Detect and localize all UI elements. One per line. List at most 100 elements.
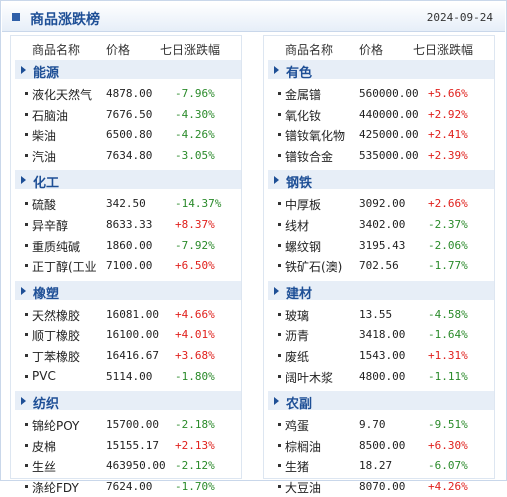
category-header: 有色 [268,60,494,81]
commodity-name[interactable]: 硫酸 [32,198,57,213]
left-column-header: 商品名称 价格 七日涨跌幅 [11,36,241,60]
col-header-name: 商品名称 [32,43,81,57]
board-date: 2024-09-24 [426,11,493,24]
commodity-row[interactable]: 镨钕合金 535000.00 +2.39% [264,145,494,166]
commodity-name[interactable]: 废纸 [285,349,310,364]
commodity-name[interactable]: 阔叶木浆 [285,370,334,385]
commodity-change: -1.11% [428,369,468,383]
commodity-row[interactable]: 天然橡胶 16081.00 +4.66% [11,304,241,325]
bullet-icon [25,484,28,488]
commodity-name[interactable]: 天然橡胶 [32,308,81,323]
commodity-name[interactable]: 异辛醇 [32,218,69,233]
commodity-row[interactable]: 中厚板 3092.00 +2.66% [264,193,494,214]
commodity-name[interactable]: 生丝 [32,460,57,475]
commodity-row[interactable]: 玻璃 13.55 -4.58% [264,304,494,325]
commodity-row[interactable]: 螺纹钢 3195.43 -2.06% [264,235,494,256]
category-label: 橡塑 [33,286,60,302]
commodity-name[interactable]: 金属镨 [285,88,322,102]
commodity-name[interactable]: 铁矿石(澳) [285,260,343,275]
triangle-marker-icon [274,66,279,74]
commodity-row[interactable]: 生丝 463950.00 -2.12% [11,455,241,476]
commodity-name[interactable]: 镨钕氧化物 [285,129,346,144]
commodity-row[interactable]: 线材 3402.00 -2.37% [264,214,494,235]
commodity-row[interactable]: PVC 5114.00 -1.80% [11,366,241,387]
commodity-row[interactable]: 液化天然气 4878.00 -7.96% [11,83,241,104]
bullet-icon [278,333,281,337]
commodity-name[interactable]: 涤纶FDY [32,480,79,495]
commodity-row[interactable]: 皮棉 15155.17 +2.13% [11,435,241,456]
commodity-price: 16100.00 [106,328,159,342]
commodity-change: -1.77% [428,259,468,273]
commodity-name[interactable]: 石脑油 [32,108,69,123]
commodity-price: 535000.00 [359,148,419,162]
commodity-row[interactable]: 硫酸 342.50 -14.37% [11,193,241,214]
bullet-icon [25,92,28,95]
commodity-row[interactable]: 棕榈油 8500.00 +6.30% [264,435,494,456]
commodity-row[interactable]: 涤纶FDY 7624.00 -1.70% [11,476,241,497]
commodity-name[interactable]: 线材 [285,218,310,233]
commodity-row[interactable]: 柴油 6500.80 -4.26% [11,124,241,145]
commodity-change: +2.66% [428,197,468,211]
commodity-name[interactable]: 顺丁橡胶 [32,329,81,344]
commodity-name[interactable]: 柴油 [32,129,57,144]
category-section: 橡塑 天然橡胶 16081.00 +4.66% 顺丁橡胶 16100.00 +4.01% 丁苯… [11,280,241,387]
commodity-price: 16081.00 [106,307,159,321]
commodity-name[interactable]: 丁苯橡胶 [32,349,81,364]
commodity-row[interactable]: 氧化钕 440000.00 +2.92% [264,104,494,125]
commodity-price: 7634.80 [106,148,153,162]
left-sections: 能源 液化天然气 4878.00 -7.96% 石脑油 7676.50 -4.30% 柴油 65… [11,60,241,497]
commodity-name[interactable]: 皮棉 [32,439,57,454]
bullet-icon [25,133,28,137]
commodity-row[interactable]: 废纸 1543.00 +1.31% [264,345,494,366]
commodity-change: +2.39% [428,148,468,162]
commodity-change: +5.66% [428,87,468,100]
commodity-change: +2.13% [175,438,215,452]
commodity-name[interactable]: PVC [32,368,56,383]
commodity-price: 440000.00 [359,107,419,121]
commodity-price: 3092.00 [359,197,406,211]
commodity-price: 425000.00 [359,128,419,142]
commodity-name[interactable]: 液化天然气 [32,88,93,102]
commodity-change: -2.06% [428,238,468,252]
commodity-row[interactable]: 鸡蛋 9.70 -9.51% [264,414,494,435]
commodity-name[interactable]: 玻璃 [285,308,310,323]
commodity-price: 1860.00 [106,238,153,252]
commodity-change: -1.64% [428,328,468,342]
commodity-change: +4.26% [428,479,468,493]
commodity-price: 4800.00 [359,369,406,383]
commodity-name[interactable]: 中厚板 [285,198,322,213]
bullet-icon [278,374,281,378]
commodity-name[interactable]: 重质纯碱 [32,239,81,254]
commodity-name[interactable]: 锦纶POY [32,419,80,434]
commodity-name[interactable]: 沥青 [285,329,310,344]
commodity-row[interactable]: 丁苯橡胶 16416.67 +3.68% [11,345,241,366]
commodity-row[interactable]: 沥青 3418.00 -1.64% [264,324,494,345]
commodity-name[interactable]: 鸡蛋 [285,419,310,434]
commodity-price: 5114.00 [106,369,153,383]
commodity-row[interactable]: 金属镨 560000.00 +5.66% [264,83,494,104]
commodity-row[interactable]: 锦纶POY 15700.00 -2.18% [11,414,241,435]
commodity-row[interactable]: 铁矿石(澳) 702.56 -1.77% [264,255,494,276]
commodity-row[interactable]: 顺丁橡胶 16100.00 +4.01% [11,324,241,345]
commodity-row[interactable]: 汽油 7634.80 -3.05% [11,145,241,166]
commodity-name[interactable]: 棕榈油 [285,439,322,454]
commodity-name[interactable]: 汽油 [32,149,57,164]
commodity-name[interactable]: 氧化钕 [285,108,322,123]
commodity-name[interactable]: 生猪 [285,460,310,475]
triangle-marker-icon [21,176,26,185]
commodity-row[interactable]: 石脑油 7676.50 -4.30% [11,104,241,125]
bullet-icon [25,202,28,206]
commodity-row[interactable]: 重质纯碱 1860.00 -7.92% [11,235,241,256]
commodity-name[interactable]: 螺纹钢 [285,239,322,254]
commodity-row[interactable]: 镨钕氧化物 425000.00 +2.41% [264,124,494,145]
commodity-name[interactable]: 正丁醇(工业 [32,260,97,275]
commodity-name[interactable]: 大豆油 [285,480,322,495]
commodity-row[interactable]: 生猪 18.27 -6.07% [264,455,494,476]
commodity-row[interactable]: 异辛醇 8633.33 +8.37% [11,214,241,235]
commodity-row[interactable]: 正丁醇(工业 7100.00 +6.50% [11,255,241,276]
commodity-row[interactable]: 大豆油 8070.00 +4.26% [264,476,494,497]
bullet-icon [278,443,281,447]
commodity-name[interactable]: 镨钕合金 [285,149,334,164]
commodity-change: +8.37% [175,217,215,231]
commodity-row[interactable]: 阔叶木浆 4800.00 -1.11% [264,366,494,387]
